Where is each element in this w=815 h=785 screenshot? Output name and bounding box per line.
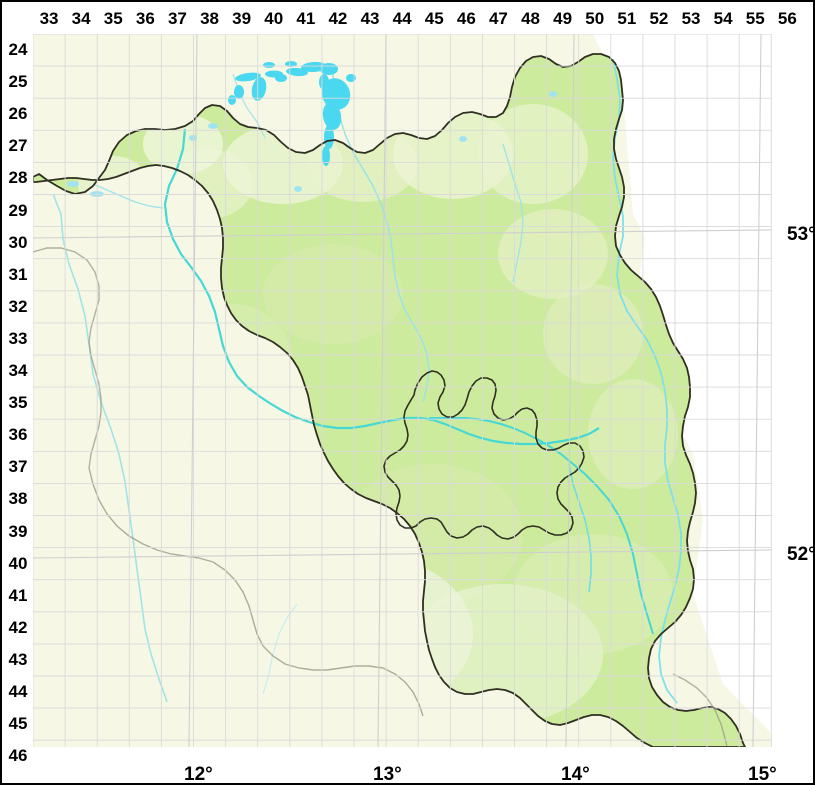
grid-row-label-28: 28 bbox=[8, 168, 28, 188]
grid-column-label-50: 50 bbox=[585, 9, 605, 28]
inland-lakes bbox=[67, 91, 557, 197]
grid-row-label-36: 36 bbox=[8, 425, 28, 445]
longitude-label-14: 14° bbox=[561, 764, 590, 785]
grid-row-label-29: 29 bbox=[8, 200, 28, 220]
grid-column-label-43: 43 bbox=[360, 9, 380, 28]
longitude-label-12: 12° bbox=[184, 764, 213, 785]
longitude-label-13: 13° bbox=[373, 764, 402, 785]
grid-column-label-33: 33 bbox=[39, 9, 59, 28]
grid-row-label-26: 26 bbox=[8, 104, 28, 124]
map-canvas[interactable] bbox=[33, 34, 772, 747]
grid-row-label-24: 24 bbox=[8, 40, 28, 60]
graticule-meridian bbox=[188, 34, 198, 747]
grid-row-label-27: 27 bbox=[8, 136, 28, 156]
latitude-label-53: 53° bbox=[787, 224, 815, 245]
grid-column-label-46: 46 bbox=[456, 9, 476, 28]
coordinate-grid bbox=[33, 34, 772, 747]
graticule-parallel bbox=[33, 549, 772, 559]
longitude-label-15: 15° bbox=[748, 764, 777, 785]
grid-column-label-49: 49 bbox=[553, 9, 573, 28]
lat-lon-graticule bbox=[33, 34, 772, 747]
grid-column-label-40: 40 bbox=[264, 9, 284, 28]
neighbour-borders bbox=[33, 247, 728, 747]
grid-column-label-48: 48 bbox=[521, 9, 540, 28]
grid-row-label-37: 37 bbox=[8, 457, 28, 477]
grid-column-label-45: 45 bbox=[424, 9, 444, 28]
grid-column-label-37: 37 bbox=[167, 9, 187, 28]
grid-row-label-46: 46 bbox=[8, 746, 28, 766]
graticule-meridian bbox=[752, 34, 762, 747]
grid-column-label-41: 41 bbox=[296, 9, 316, 28]
grid-column-label-54: 54 bbox=[713, 9, 733, 28]
graticule-parallel bbox=[33, 229, 772, 239]
graticule-meridian bbox=[377, 34, 387, 747]
grid-column-label-42: 42 bbox=[328, 9, 348, 28]
grid-column-label-52: 52 bbox=[649, 9, 669, 28]
grid-column-label-36: 36 bbox=[135, 9, 155, 28]
grid-column-label-55: 55 bbox=[745, 9, 765, 28]
grid-column-label-47: 47 bbox=[488, 9, 508, 28]
grid-column-label-34: 34 bbox=[71, 9, 91, 28]
grid-column-label-44: 44 bbox=[392, 9, 412, 28]
grid-row-label-39: 39 bbox=[8, 521, 28, 541]
grid-row-label-43: 43 bbox=[8, 649, 28, 669]
grid-row-label-32: 32 bbox=[8, 296, 28, 316]
grid-column-label-56: 56 bbox=[777, 9, 797, 28]
lake-district bbox=[228, 61, 356, 166]
latitude-label-52: 52° bbox=[787, 544, 815, 565]
grid-column-label-35: 35 bbox=[103, 9, 123, 28]
grid-row-label-35: 35 bbox=[8, 393, 28, 413]
grid-column-label-51: 51 bbox=[617, 9, 637, 28]
grid-column-label-38: 38 bbox=[200, 9, 219, 28]
grid-row-label-40: 40 bbox=[8, 553, 28, 573]
river-network bbox=[52, 58, 682, 704]
grid-row-label-30: 30 bbox=[8, 232, 28, 252]
grid-row-label-42: 42 bbox=[8, 617, 28, 637]
grid-row-label-45: 45 bbox=[8, 714, 28, 734]
grid-row-label-33: 33 bbox=[8, 328, 28, 348]
grid-row-label-25: 25 bbox=[8, 72, 28, 92]
graticule-meridian bbox=[565, 34, 575, 747]
grid-row-label-31: 31 bbox=[8, 264, 28, 284]
grid-row-label-34: 34 bbox=[8, 361, 28, 381]
grid-row-label-41: 41 bbox=[8, 585, 28, 605]
grid-column-label-39: 39 bbox=[232, 9, 252, 28]
grid-column-label-53: 53 bbox=[681, 9, 701, 28]
grid-row-label-38: 38 bbox=[8, 489, 28, 509]
grid-row-label-44: 44 bbox=[8, 682, 28, 702]
